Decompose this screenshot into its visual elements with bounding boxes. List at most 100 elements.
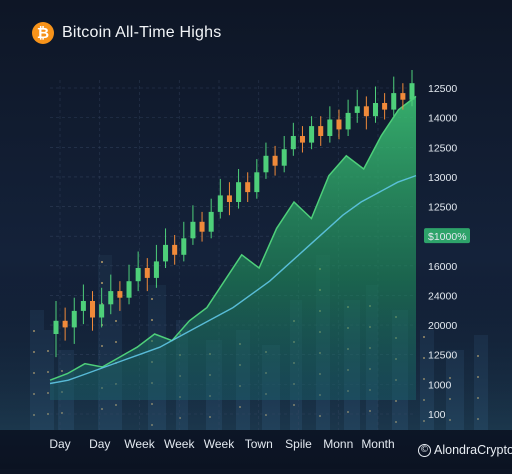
author-credit: © AlondraCrypto bbox=[418, 443, 512, 457]
candle bbox=[281, 136, 287, 173]
candle-body bbox=[108, 291, 114, 305]
candle bbox=[290, 122, 296, 156]
candle-body bbox=[217, 195, 223, 212]
highlight-badge bbox=[424, 228, 470, 244]
candle-body bbox=[53, 320, 59, 334]
y-tick-label: 12500 bbox=[428, 202, 457, 214]
candle bbox=[299, 126, 305, 153]
candle-body bbox=[363, 106, 369, 117]
candle-body bbox=[318, 126, 324, 136]
candle bbox=[126, 264, 132, 305]
candle bbox=[400, 83, 406, 110]
candle-body bbox=[400, 93, 406, 100]
candle-body bbox=[62, 320, 68, 328]
candle bbox=[318, 116, 324, 146]
area-series bbox=[49, 95, 417, 401]
candle-body bbox=[372, 103, 378, 117]
trend-line bbox=[49, 174, 417, 385]
area-edge-line bbox=[49, 95, 417, 381]
candle-body bbox=[391, 93, 397, 110]
candle-body bbox=[236, 182, 242, 202]
candle-body bbox=[382, 103, 388, 110]
candle-body bbox=[80, 301, 86, 311]
candle bbox=[71, 297, 77, 344]
candle bbox=[263, 142, 269, 179]
x-tick-label: Day bbox=[49, 437, 70, 451]
x-tick-label: Day bbox=[89, 437, 110, 451]
y-tick-label: 100 bbox=[428, 409, 446, 421]
y-tick-label: 24000 bbox=[428, 290, 457, 302]
area-fill bbox=[50, 96, 416, 401]
x-tick-label: Week bbox=[204, 437, 235, 451]
candle bbox=[117, 281, 123, 311]
author-handle: AlondraCrypto bbox=[434, 443, 512, 457]
chart-header: ₿ Bitcoin All-Time Highs bbox=[32, 22, 221, 44]
copyright-icon: © bbox=[418, 443, 431, 457]
candle-body bbox=[190, 221, 196, 239]
candle bbox=[181, 221, 187, 262]
chart-title: Bitcoin All-Time Highs bbox=[62, 24, 222, 41]
candle-body bbox=[272, 155, 278, 166]
candle-body bbox=[199, 221, 205, 232]
candle-body bbox=[135, 268, 141, 282]
trend-series bbox=[49, 174, 417, 385]
candle-body bbox=[181, 238, 187, 255]
candle bbox=[62, 307, 68, 341]
candle bbox=[199, 211, 205, 242]
candle-body bbox=[208, 211, 214, 232]
candle bbox=[272, 145, 278, 176]
y-tick-label: 13000 bbox=[428, 172, 457, 184]
candle-body bbox=[245, 182, 251, 193]
candle-body bbox=[290, 136, 296, 150]
candle-body bbox=[327, 119, 333, 136]
candle-body bbox=[254, 172, 260, 193]
candle bbox=[327, 106, 333, 143]
y-tick-label: 20000 bbox=[428, 320, 457, 332]
candle bbox=[208, 198, 214, 239]
candle-body bbox=[117, 291, 123, 298]
candle-body bbox=[172, 244, 178, 255]
y-tick-label: 12500 bbox=[428, 83, 457, 95]
candle bbox=[345, 99, 351, 136]
candle-body bbox=[126, 281, 132, 298]
candle-body bbox=[153, 261, 159, 278]
y-axis: 12500 14000 12500 13000 12500 $1000% 16000 2400… bbox=[424, 83, 470, 421]
x-axis: Day Day Week Week Week Town Spile Monn Month bbox=[49, 437, 394, 451]
candle bbox=[99, 287, 105, 328]
candle bbox=[172, 235, 178, 265]
candle bbox=[217, 178, 223, 219]
y-tick-label: 14000 bbox=[428, 113, 457, 125]
candle bbox=[135, 251, 141, 292]
candle bbox=[80, 284, 86, 325]
skyline-window bbox=[101, 261, 103, 263]
x-tick-label: Month bbox=[361, 437, 394, 451]
candle bbox=[108, 274, 114, 315]
candlestick-series bbox=[53, 70, 415, 358]
y-tick-label: 12500 bbox=[428, 142, 457, 154]
y-tick-label: 16000 bbox=[428, 261, 457, 273]
x-tick-label: Spile bbox=[285, 437, 312, 451]
candle-body bbox=[163, 244, 169, 262]
candle bbox=[409, 70, 415, 107]
candle bbox=[163, 228, 169, 268]
candle-body bbox=[345, 112, 351, 130]
y-tick-label: 12500 bbox=[428, 350, 457, 362]
candle bbox=[53, 301, 59, 358]
candle bbox=[382, 93, 388, 120]
candle bbox=[354, 89, 360, 123]
y-tick-label: 1000 bbox=[428, 379, 452, 391]
candle bbox=[309, 116, 315, 150]
y-tick-label: $1000% bbox=[428, 231, 467, 243]
candle-body bbox=[99, 304, 105, 318]
candle bbox=[372, 86, 378, 123]
candle bbox=[391, 76, 397, 117]
candle bbox=[363, 96, 369, 130]
candle-body bbox=[71, 310, 77, 328]
candle-body bbox=[409, 83, 415, 100]
candle-body bbox=[281, 149, 287, 166]
candle-body bbox=[309, 126, 315, 143]
candle bbox=[336, 109, 342, 140]
candle bbox=[226, 182, 232, 216]
